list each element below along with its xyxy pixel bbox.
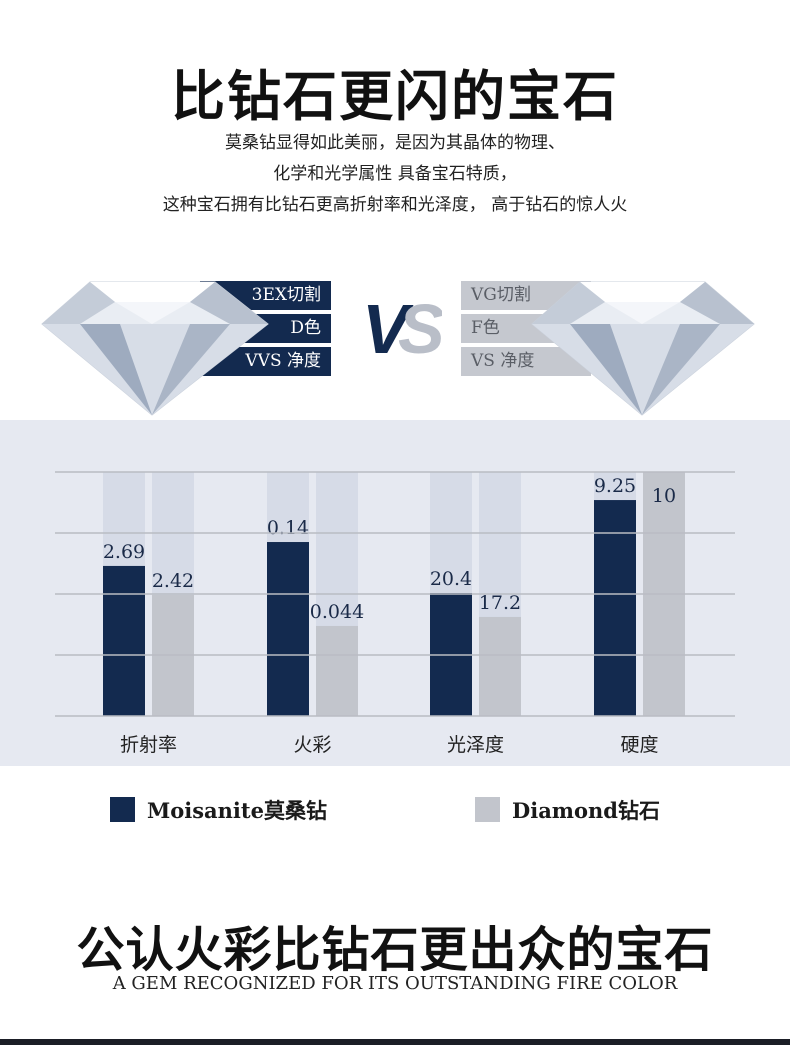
next-section-edge — [0, 1039, 790, 1045]
data-label: 9.25 — [594, 475, 636, 497]
intro-line-1: 莫桑钻显得如此美丽，是因为其晶体的物理、 — [225, 133, 565, 153]
intro-line-2: 化学和光学属性 具备宝石特质， — [273, 164, 517, 184]
category-label: 火彩 — [293, 734, 331, 756]
moissanite-clarity-tag: VVS 净度 — [200, 347, 331, 376]
data-label: 2.69 — [103, 541, 145, 563]
category-label: 光泽度 — [447, 734, 504, 756]
category-label: 硬度 — [620, 734, 658, 756]
data-label: 20.4 — [430, 568, 472, 590]
data-label: 2.42 — [152, 570, 194, 592]
diamond-gem-image — [531, 281, 755, 416]
data-label: 0.044 — [310, 601, 364, 623]
bar-diamond — [316, 625, 358, 716]
data-label: 0.14 — [267, 517, 309, 539]
legend-swatch-moissanite — [110, 797, 135, 822]
bar-moissanite — [594, 500, 636, 716]
bar-moissanite — [267, 542, 309, 716]
page-title: 比钻石更闪的宝石 — [171, 64, 619, 128]
legend-label-moissanite: Moisanite莫桑钻 — [147, 798, 327, 823]
data-label: 10 — [652, 485, 676, 507]
vs-logo-s: S — [398, 290, 442, 365]
legend-swatch-diamond — [475, 797, 500, 822]
data-label: 17.2 — [479, 592, 521, 614]
section-subtitle: A GEM RECOGNIZED FOR ITS OUTSTANDING FIR… — [112, 973, 678, 994]
vs-logo-v: V — [362, 290, 414, 365]
vs-logo: V S — [362, 290, 442, 365]
legend-label-diamond: Diamond钻石 — [512, 798, 660, 823]
bar-moissanite — [103, 565, 145, 716]
moissanite-gem-image — [41, 281, 269, 416]
bar-diamond — [479, 616, 521, 716]
category-label: 折射率 — [120, 734, 177, 756]
intro-line-3: 这种宝石拥有比钻石更高折射率和光泽度， 高于钻石的惊人火 — [162, 195, 628, 215]
bar-chart: 2.69 2.42 折射率 0.14 0.044 火彩 20.4 17.2 光泽度 9.25 10 硬… — [55, 471, 735, 756]
section-title: 公认火彩比钻石更出众的宝石 — [76, 922, 714, 978]
